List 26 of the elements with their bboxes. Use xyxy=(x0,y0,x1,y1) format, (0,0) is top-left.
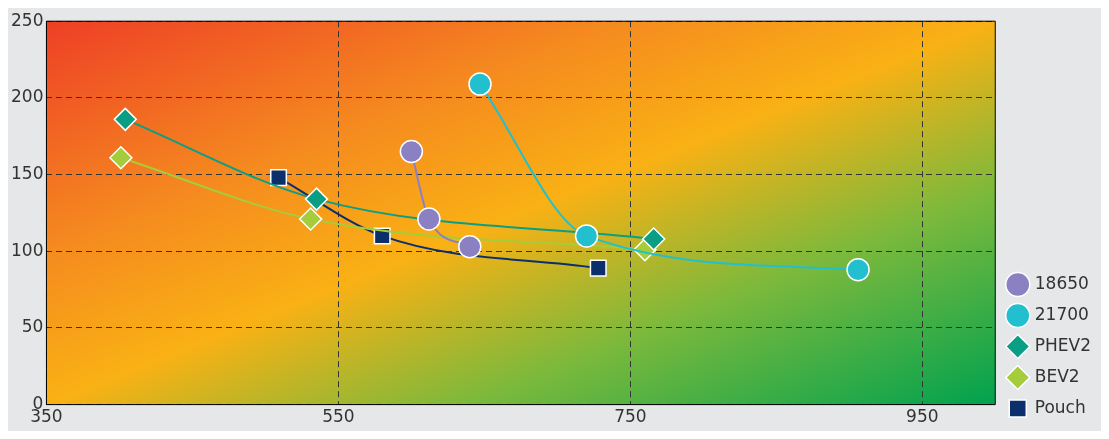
x-tick-label: 950 xyxy=(906,406,939,427)
point xyxy=(304,187,329,211)
y-tick-label: 250 xyxy=(10,9,44,30)
point xyxy=(298,207,323,231)
point xyxy=(113,107,138,132)
legend-label: PHEV2 xyxy=(1034,334,1092,355)
point xyxy=(589,259,607,277)
legend-label: Pouch xyxy=(1034,396,1086,417)
point xyxy=(458,234,482,259)
y-tick-label: 100 xyxy=(10,239,44,260)
point xyxy=(641,227,666,251)
x-tick-label: 750 xyxy=(614,406,647,427)
point xyxy=(399,139,424,164)
point xyxy=(270,169,288,187)
legend-label: 18650 xyxy=(1034,272,1089,293)
x-tick-label: 550 xyxy=(322,406,355,427)
y-tick-label: 200 xyxy=(10,86,44,107)
point xyxy=(468,72,492,96)
y-tick-label: 150 xyxy=(10,162,44,183)
point xyxy=(574,224,599,248)
point xyxy=(417,207,441,231)
point xyxy=(109,145,133,170)
y-tick-label: 50 xyxy=(21,316,44,337)
legend-label: BEV2 xyxy=(1034,365,1080,386)
legend-label: 21700 xyxy=(1034,303,1089,324)
point xyxy=(846,257,870,282)
